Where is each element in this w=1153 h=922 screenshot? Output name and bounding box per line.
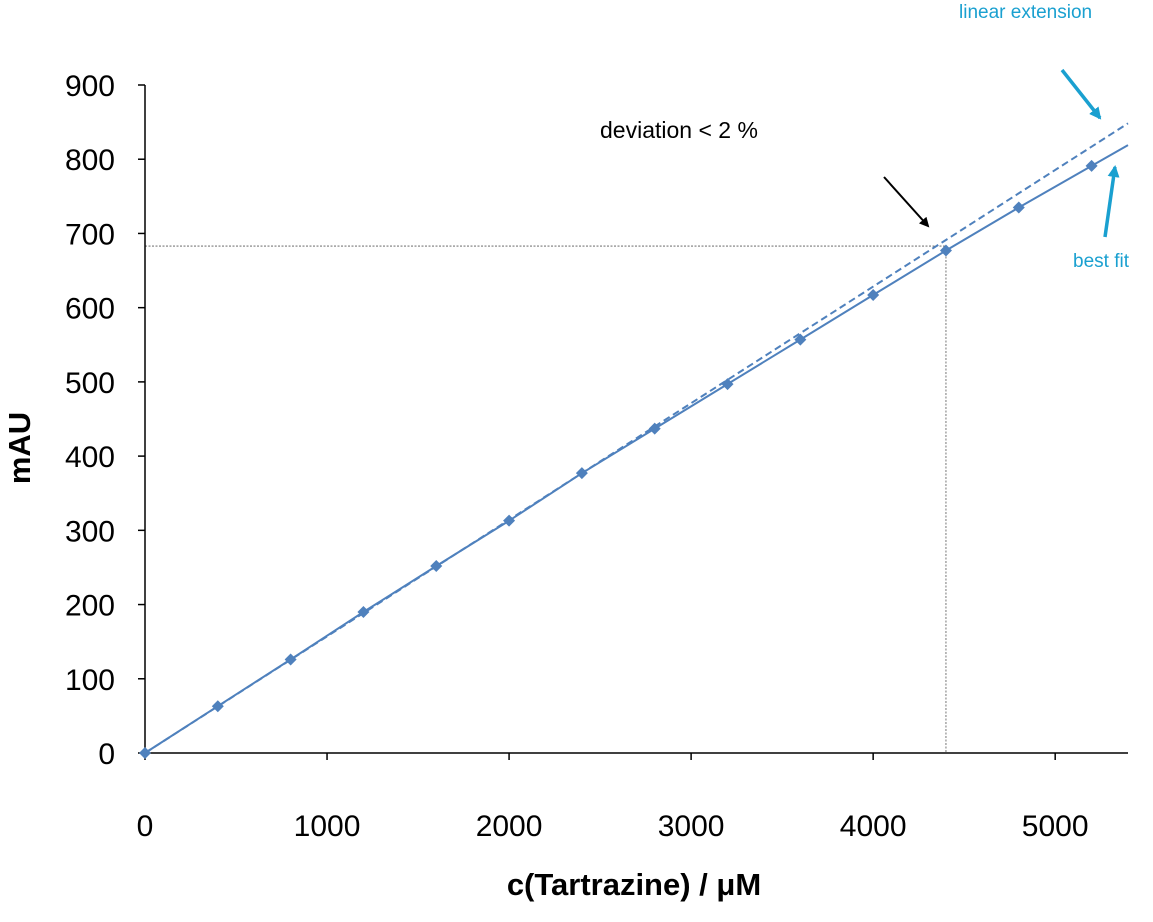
linear-extension-arrow bbox=[1060, 68, 1102, 120]
x-axis-title: c(Tartrazine) / μM bbox=[507, 867, 761, 902]
y-tick-label: 200 bbox=[65, 590, 115, 623]
annotation-deviation: deviation < 2 % bbox=[600, 117, 758, 143]
x-tick-label: 4000 bbox=[840, 810, 907, 843]
data-point bbox=[939, 244, 952, 257]
x-tick-label: 2000 bbox=[476, 810, 543, 843]
data-point bbox=[357, 605, 370, 618]
data-point bbox=[867, 289, 880, 302]
x-tick-label: 5000 bbox=[1022, 810, 1089, 843]
x-tick-label: 1000 bbox=[294, 810, 361, 843]
data-point bbox=[211, 700, 224, 713]
y-tick-label: 600 bbox=[65, 293, 115, 326]
best-fit-arrow bbox=[1103, 165, 1120, 238]
data-point bbox=[284, 653, 297, 666]
reference-lines bbox=[145, 245, 947, 753]
annotation-best-fit: best fit bbox=[1073, 251, 1130, 272]
x-tick-label: 0 bbox=[137, 810, 154, 843]
data-point bbox=[1085, 159, 1098, 172]
y-tick-label: 0 bbox=[98, 738, 115, 771]
tick-labels: 0 100 200 300 400 500 600 700 800 900 0 1000 2000 300… bbox=[65, 70, 1089, 843]
y-tick-label: 500 bbox=[65, 367, 115, 400]
data-points bbox=[139, 159, 1098, 759]
linear-extension-line bbox=[144, 122, 1129, 754]
y-tick-label: 700 bbox=[65, 218, 115, 251]
y-tick-label: 300 bbox=[65, 515, 115, 548]
data-point bbox=[503, 514, 516, 527]
annotation-linear-extension: linear extension bbox=[959, 2, 1092, 23]
y-axis-title: mAU bbox=[2, 412, 37, 484]
deviation-arrow bbox=[883, 176, 930, 228]
data-point bbox=[1012, 201, 1025, 214]
data-point bbox=[648, 422, 661, 435]
data-point bbox=[575, 467, 588, 480]
x-tick-label: 3000 bbox=[658, 810, 725, 843]
data-point bbox=[794, 333, 807, 346]
data-point bbox=[139, 747, 151, 759]
y-tick-label: 400 bbox=[65, 441, 115, 474]
y-tick-label: 900 bbox=[65, 70, 115, 103]
data-point bbox=[430, 559, 443, 572]
y-tick-label: 800 bbox=[65, 144, 115, 177]
y-tick-label: 100 bbox=[65, 664, 115, 697]
data-point bbox=[721, 378, 734, 391]
